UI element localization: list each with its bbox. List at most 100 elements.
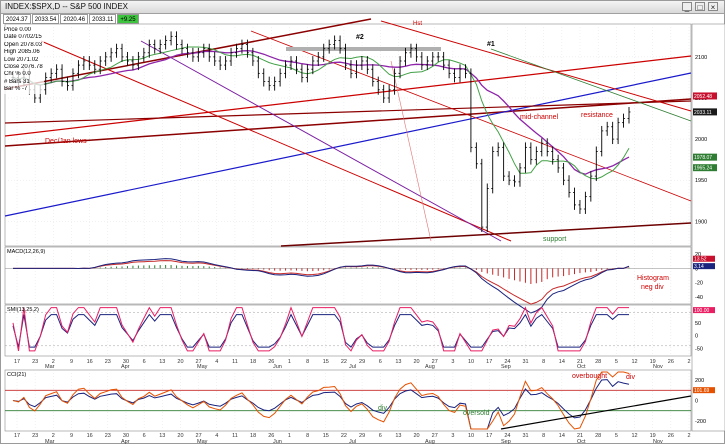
x-tick-label: 3 (451, 359, 454, 365)
x-tick-label: 21 (577, 359, 583, 365)
price-tag-label: 1965.24 (694, 166, 712, 172)
x-tick-label: 2 (52, 359, 55, 365)
x-tick-label: 13 (395, 433, 401, 439)
title-bar: INDEX:$SPX,D -- S&P 500 INDEX _ □ × (1, 1, 724, 14)
y-tick-label: 1900 (695, 219, 707, 225)
x-tick-label: 31 (522, 433, 528, 439)
x-tick-label: 6 (143, 359, 146, 365)
x-tick-label: 23 (105, 359, 111, 365)
info-row: Price 0.00 (4, 27, 32, 33)
x-month-label: May (197, 364, 208, 370)
x-tick-label: 16 (87, 433, 93, 439)
x-tick-label: 17 (486, 359, 492, 365)
trend-line (40, 40, 512, 242)
trend-line (490, 48, 692, 122)
x-month-label: Apr (121, 364, 130, 370)
price-tag (693, 164, 717, 172)
macd-tag (693, 263, 715, 270)
x-tick-label: 14 (559, 433, 565, 439)
window-title: INDEX:$SPX,D -- S&P 500 INDEX (5, 2, 129, 11)
stochastic-line (12, 306, 629, 352)
x-tick-label: 22 (341, 359, 347, 365)
x-tick-label: 27 (196, 359, 202, 365)
x-tick-label: 4 (215, 359, 218, 365)
x-month-label: Jul (349, 364, 356, 370)
stochastic-signal-line (12, 313, 629, 348)
date-axis (5, 357, 691, 369)
x-tick-label: 19 (650, 433, 656, 439)
data-window: Price 0.00 Date 07/02/15 Open 2078.03 Hi… (4, 27, 44, 94)
moving-average-line (12, 50, 630, 175)
trend-line (140, 40, 502, 242)
x-tick-label: 26 (268, 433, 274, 439)
cci-tag (693, 387, 715, 394)
price-tag (693, 153, 717, 161)
x-month-label: Oct (577, 439, 586, 445)
x-tick-label: 1 (288, 433, 291, 439)
x-tick-label: 11 (232, 433, 238, 439)
macd-tag-label: 13.52 (694, 257, 707, 263)
stochastic-tag-label: 100.00 (694, 308, 710, 314)
price-tag-label: 2052.48 (694, 94, 712, 100)
price-panel (4, 23, 692, 247)
x-month-label: Mar (45, 364, 55, 370)
x-tick-label: 27 (432, 359, 438, 365)
x-tick-label: 6 (143, 433, 146, 439)
y-tick-label: 0 (695, 399, 698, 405)
x-month-label: Aug (425, 439, 435, 445)
x-tick-label: 3 (451, 433, 454, 439)
oversold-label: oversold (463, 410, 490, 417)
x-month-label: Sep (501, 439, 511, 445)
x-tick-label: 15 (323, 433, 329, 439)
macd-tag (693, 255, 715, 262)
y-tick-label: -200 (695, 419, 706, 425)
x-tick-label: 28 (595, 433, 601, 439)
info-row: Bar % -7 (4, 86, 28, 93)
info-row: Low 2071.02 (4, 56, 39, 63)
y-tick-label: -20 (695, 281, 703, 287)
x-tick-label: 20 (414, 359, 420, 365)
wave-1-label: #1 (487, 41, 495, 48)
x-tick-label: 23 (32, 433, 38, 439)
info-row: # Bars 31 (4, 78, 30, 85)
x-tick-label: 27 (432, 433, 438, 439)
price-axis-strip (691, 23, 725, 432)
trend-line (390, 60, 432, 242)
price-tag-label: 2033.11 (694, 110, 712, 116)
y-tick-label: 50 (695, 321, 701, 327)
x-tick-label: 5 (615, 359, 618, 365)
x-tick-label: 20 (177, 359, 183, 365)
y-tick-label: 1950 (695, 178, 707, 184)
histogram-label: neg div (641, 284, 664, 291)
x-tick-label: 13 (159, 433, 165, 439)
ohlc-strip: 2024.37 2033.54 2020.46 2033.11 +9.25 (3, 14, 139, 24)
x-tick-label: 19 (650, 359, 656, 365)
x-tick-label: 4 (215, 433, 218, 439)
x-tick-label: 22 (341, 433, 347, 439)
info-row: Chr % 0.0 (4, 71, 31, 78)
x-tick-label: 29 (359, 433, 365, 439)
x-tick-label: 21 (577, 433, 583, 439)
price-tag-label: 1978.07 (694, 155, 712, 161)
wave-2-label: #2 (356, 34, 364, 41)
moving-average-line (12, 46, 630, 180)
x-tick-label: 2 (52, 433, 55, 439)
x-tick-label: 23 (32, 359, 38, 365)
close-button[interactable]: × (708, 2, 718, 12)
y-tick-label: 200 (695, 378, 704, 384)
x-tick-label: 24 (504, 433, 510, 439)
x-tick-label: 17 (14, 433, 20, 439)
x-tick-label: 30 (123, 433, 129, 439)
y-tick-label: 20 (695, 252, 701, 258)
maximize-button[interactable]: □ (695, 2, 705, 12)
resistance-label: resistance (581, 112, 613, 119)
macd-panel-label: MACD(12,26,9) (7, 249, 45, 255)
dec-jan-lows-label: Dec/Jan lows (45, 138, 87, 145)
x-tick-label: 12 (631, 433, 637, 439)
x-tick-label: 10 (468, 433, 474, 439)
y-tick-label: 2100 (695, 55, 707, 61)
cci-tag-label: 101.69 (694, 388, 710, 394)
minimize-button[interactable]: _ (682, 2, 692, 12)
